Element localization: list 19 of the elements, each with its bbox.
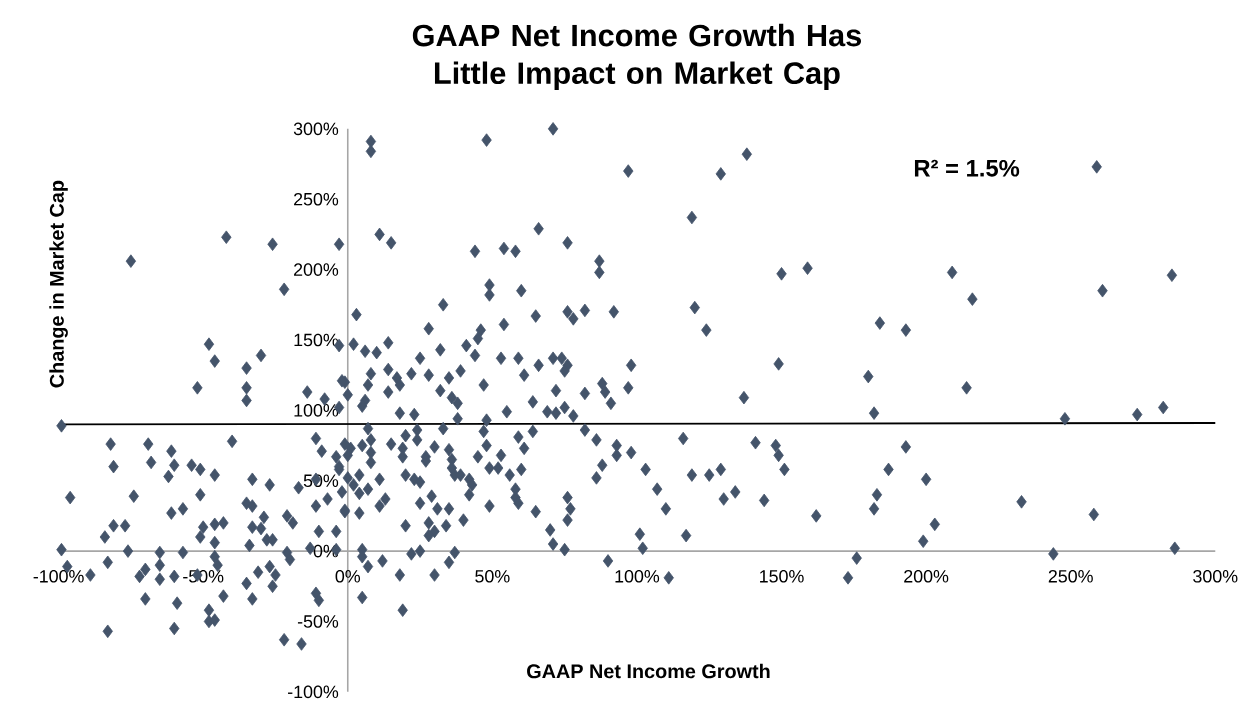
x-tick-label: 250% [1048,570,1093,583]
annotation: R² = 1.5% [914,159,1020,177]
x-tick-label: -100% [33,570,84,583]
x-tick-label: 50% [475,570,510,583]
y-tick-label: 300% [293,122,339,136]
y-tick-label: 200% [294,263,339,277]
y-tick-label: 100% [294,404,339,417]
x-tick-label: 0% [335,570,361,583]
x-tick-label: 200% [904,570,949,583]
y-axis-title: Change in Market Cap [49,180,68,388]
chart-title: GAAP Net Income Growth Has Little Impact on Market Cap [412,23,862,91]
x-tick-label: 100% [615,570,660,583]
y-tick-label: -50% [297,615,339,628]
x-tick-label: 150% [760,570,804,583]
y-tick-label: 250% [294,193,339,206]
x-tick-label: 300% [1193,570,1238,583]
y-tick-label: 150% [294,333,339,347]
x-axis-title: GAAP Net Income Growth [527,663,770,679]
y-tick-label: -100% [288,685,339,699]
